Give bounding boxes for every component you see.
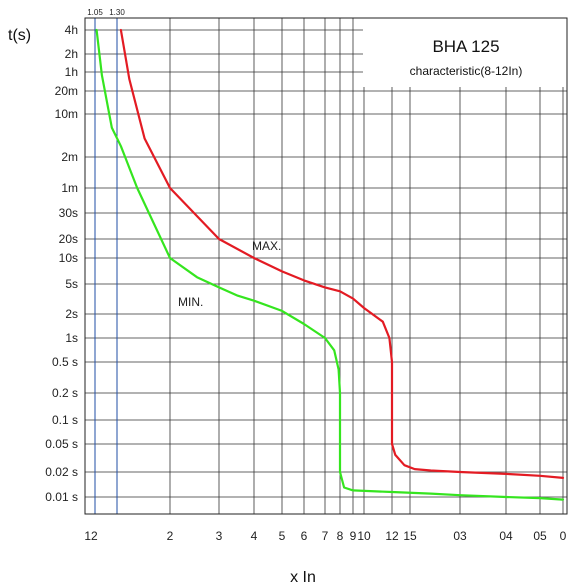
series-label-min: MIN. xyxy=(178,295,203,309)
x-axis-title: x In xyxy=(290,569,316,586)
y-tick-label: 2m xyxy=(61,150,78,164)
y-tick-label: 2s xyxy=(65,307,78,321)
series-line-max xyxy=(119,28,565,479)
y-tick-label: 0.1 s xyxy=(52,413,78,427)
y-tick-label: 20s xyxy=(59,232,78,246)
y-tick-label: 0.05 s xyxy=(45,437,78,451)
x-tick-label: 4 xyxy=(251,529,258,543)
y-tick-label: 0.02 s xyxy=(45,465,78,479)
x-tick-label: 05 xyxy=(533,529,547,543)
title-box xyxy=(363,18,567,87)
y-tick-label: 5s xyxy=(65,277,78,291)
y-tick-label: 2h xyxy=(65,47,78,61)
x-tick-label: 5 xyxy=(279,529,286,543)
x-tick-label: 8 xyxy=(337,529,344,543)
y-tick-label: 1h xyxy=(65,65,78,79)
chart-subtitle: characteristic(8-12In) xyxy=(410,64,523,78)
top-tick-label: 1.05 xyxy=(87,8,103,17)
x-tick-labels: 12 2 3 4 5 6 7 8 9 10 12 15 03 04 05 0 xyxy=(84,529,566,543)
y-tick-label: 30s xyxy=(59,206,78,220)
y-tick-label: 0.01 s xyxy=(45,490,78,504)
x-tick-label: 03 xyxy=(453,529,467,543)
x-tick-label: 04 xyxy=(499,529,513,543)
y-tick-label: 20m xyxy=(55,84,78,98)
y-tick-label: 10s xyxy=(59,251,78,265)
plot-area xyxy=(85,18,567,514)
y-tick-label: 4h xyxy=(65,23,78,37)
x-tick-label: 7 xyxy=(322,529,329,543)
x-tick-label: 0 xyxy=(560,529,567,543)
series-label-max: MAX. xyxy=(252,239,281,253)
chart-title: BHA 125 xyxy=(432,37,499,56)
plot-border xyxy=(84,17,568,515)
top-tick-labels: 1.05 1.30 xyxy=(87,8,125,17)
top-tick-label: 1.30 xyxy=(109,8,125,17)
x-tick-label: 2 xyxy=(167,529,174,543)
x-tick-label: 12 xyxy=(385,529,399,543)
x-tick-label: 12 xyxy=(84,529,98,543)
y-tick-label: 0.2 s xyxy=(52,386,78,400)
x-tick-label: 3 xyxy=(216,529,223,543)
series-layer xyxy=(95,28,565,501)
y-tick-labels: 4h 2h 1h 20m 10m 2m 1m 30s 20s 10s 5s 2s 1s 0.5 s 0.2 … xyxy=(45,23,78,504)
y-tick-label: 0.5 s xyxy=(52,355,78,369)
x-tick-label: 6 xyxy=(301,529,308,543)
x-tick-label: 15 xyxy=(403,529,417,543)
y-tick-label: 1m xyxy=(61,181,78,195)
x-tick-label: 9 xyxy=(350,529,357,543)
x-tick-label: 10 xyxy=(357,529,371,543)
series-line-min xyxy=(95,28,565,501)
y-axis-title: t(s) xyxy=(8,27,31,44)
y-tick-label: 10m xyxy=(55,107,78,121)
y-tick-label: 1s xyxy=(65,331,78,345)
